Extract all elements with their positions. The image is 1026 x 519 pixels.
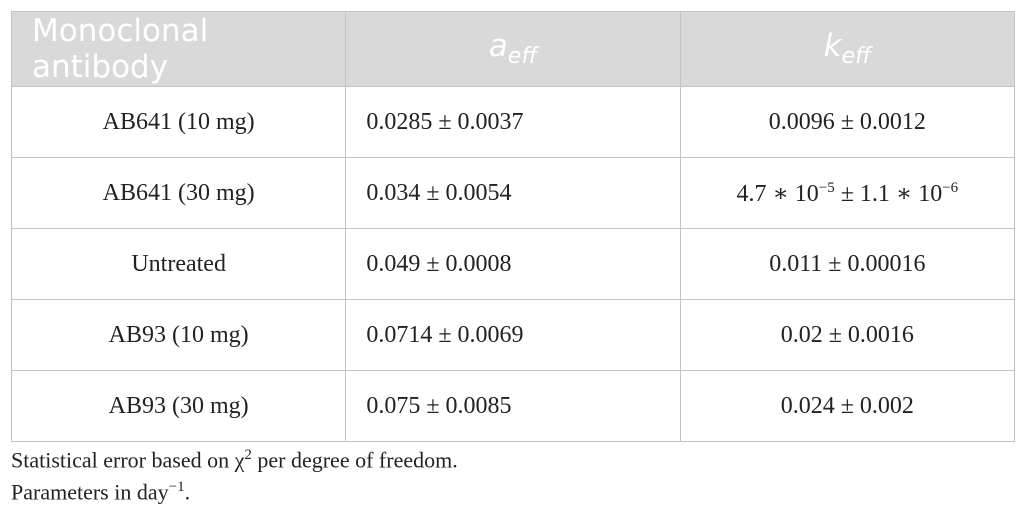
text-segment: Parameters in day [11, 479, 169, 505]
table-cell: Untreated [10, 228, 347, 300]
cell-text: 0.075 ± 0.0085 [366, 392, 512, 419]
footnote: Statistical error based on χ2 per degree… [11, 447, 458, 473]
text-segment: Statistical error based on χ [11, 447, 245, 473]
table-cell: AB93 (10 mg) [10, 299, 347, 371]
header-cell: keff [679, 11, 1016, 87]
table-row: AB93 (30 mg) 0.075 ± 0.0085 0.024 ± 0.002 [10, 370, 1016, 442]
table-cell: AB93 (30 mg) [10, 370, 347, 442]
cell-text: 0.024 ± 0.002 [780, 392, 914, 419]
table-row: AB641 (30 mg) 0.034 ± 0.0054 4.7 ∗ 10−5 ± … [10, 157, 1016, 229]
supscript: −6 [942, 179, 959, 196]
table-row: AB93 (10 mg) 0.0714 ± 0.0069 0.02 ± 0.0016 [10, 299, 1016, 371]
subscript: eff [507, 44, 538, 70]
cell-text: Untreated [131, 250, 226, 277]
table-cell: 0.0096 ± 0.0012 [679, 86, 1016, 158]
table-cell: AB641 (30 mg) [10, 157, 347, 229]
cell-text: AB93 (10 mg) [108, 321, 249, 348]
text-segment: 4.7 ∗ 10 [736, 180, 819, 207]
table-body: AB641 (10 mg) 0.0285 ± 0.0037 0.0096 ± 0.0… [10, 86, 1016, 442]
header-cell: Monoclonal antibody [10, 11, 347, 87]
text-segment: per degree of freedom. [251, 447, 458, 473]
cell-text: 0.0096 ± 0.0012 [768, 108, 926, 135]
cell-text: AB641 (10 mg) [102, 108, 255, 135]
table-row: AB641 (10 mg) 0.0285 ± 0.0037 0.0096 ± 0.0… [10, 86, 1016, 158]
cell-text: Monoclonal antibody [32, 13, 209, 85]
text-segment: . [184, 479, 191, 505]
supscript: −5 [818, 179, 835, 196]
header-row: Monoclonal antibody aeff keff [10, 11, 1016, 87]
cell-text: 0.0714 ± 0.0069 [366, 321, 524, 348]
cell-text: 0.049 ± 0.0008 [366, 250, 512, 277]
table-cell: 0.075 ± 0.0085 [345, 370, 681, 442]
table-cell: 0.011 ± 0.00016 [679, 228, 1016, 300]
text-segment: ± 1.1 ∗ 10 [834, 180, 943, 207]
cell-text: 0.0285 ± 0.0037 [366, 108, 524, 135]
table-cell: 0.049 ± 0.0008 [345, 228, 681, 300]
table-cell: 0.0714 ± 0.0069 [345, 299, 681, 371]
subscript: eff [841, 44, 872, 70]
supscript: −1 [168, 479, 185, 495]
table-cell: 0.02 ± 0.0016 [679, 299, 1016, 371]
cell-text: AB93 (30 mg) [108, 392, 249, 419]
cell-text: 0.034 ± 0.0054 [366, 179, 512, 206]
table-cell: AB641 (10 mg) [10, 86, 347, 158]
data-table: Monoclonal antibody aeff keff AB641 (10 mg… [10, 11, 1016, 442]
text-segment: k [823, 28, 842, 65]
table-cell: 0.0285 ± 0.0037 [345, 86, 681, 158]
footnote: Parameters in day−1. [11, 479, 190, 505]
cell-text: AB641 (30 mg) [102, 179, 255, 206]
table-row: Untreated 0.049 ± 0.0008 0.011 ± 0.00016 [10, 228, 1016, 300]
table-cell: 0.024 ± 0.002 [679, 370, 1016, 442]
header-cell: aeff [345, 11, 681, 87]
table-cell: 0.034 ± 0.0054 [345, 157, 681, 229]
cell-text: 0.02 ± 0.0016 [780, 321, 914, 348]
table-cell: 4.7 ∗ 10−5 ± 1.1 ∗ 10−6 [679, 157, 1016, 229]
supscript: 2 [244, 447, 252, 463]
cell-text: 0.011 ± 0.00016 [769, 250, 926, 277]
text-segment: a [488, 28, 508, 65]
